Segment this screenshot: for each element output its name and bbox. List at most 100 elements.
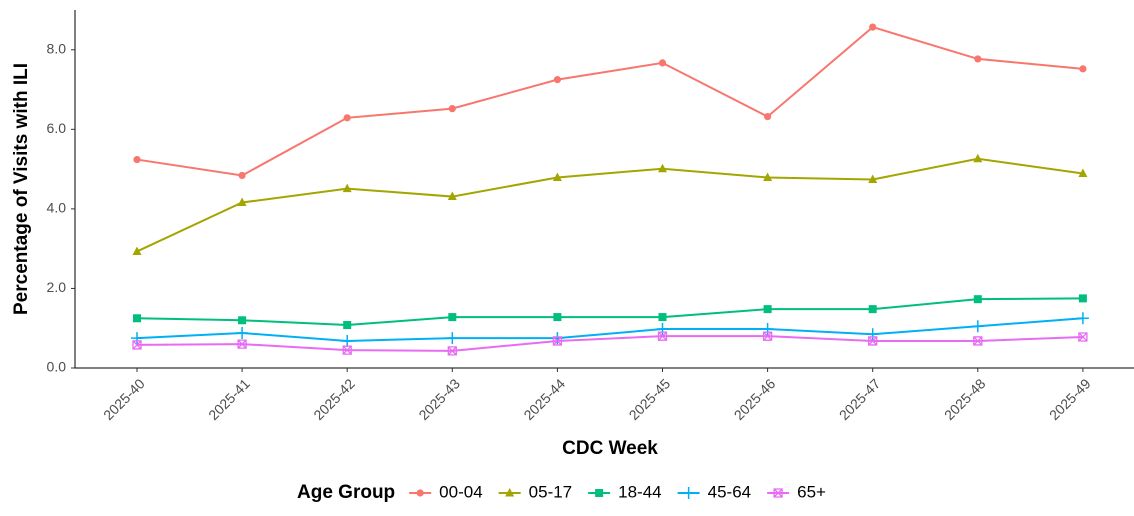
y-tick-label: 4.0 — [47, 200, 67, 216]
marker — [553, 76, 562, 84]
marker-shape — [658, 163, 667, 173]
marker — [416, 489, 424, 497]
marker-shape — [868, 305, 877, 314]
marker — [447, 191, 457, 201]
marker — [552, 336, 563, 346]
marker-shape — [869, 23, 877, 31]
marker — [448, 313, 457, 322]
marker-shape — [1078, 332, 1088, 342]
x-axis-title: CDC Week — [562, 438, 658, 459]
marker-shape — [973, 153, 983, 163]
marker-shape — [237, 339, 247, 349]
marker — [132, 246, 142, 255]
marker — [971, 320, 984, 333]
marker — [343, 114, 351, 122]
marker — [552, 172, 562, 181]
marker-shape — [342, 183, 352, 193]
marker-shape — [761, 323, 774, 336]
marker-shape — [447, 191, 457, 201]
marker — [1079, 65, 1087, 73]
series-line — [136, 157, 1084, 253]
marker — [656, 323, 669, 336]
marker — [869, 23, 877, 31]
marker — [1078, 294, 1087, 303]
marker — [657, 331, 668, 341]
marker-shape — [343, 321, 352, 330]
legend-text: 00-04 — [439, 482, 482, 501]
marker — [763, 172, 773, 181]
marker-shape — [238, 171, 246, 180]
marker — [868, 336, 878, 346]
marker — [1078, 168, 1088, 177]
marker — [973, 336, 983, 346]
marker — [553, 313, 562, 322]
x-tick-label: 2025-49 — [1046, 375, 1094, 423]
marker — [973, 295, 982, 304]
marker — [505, 488, 515, 497]
legend-text: 18-44 — [618, 482, 661, 501]
marker-shape — [1076, 312, 1089, 325]
marker-shape — [764, 113, 772, 121]
y-tick-label: 0.0 — [47, 359, 67, 375]
marker — [764, 113, 772, 121]
marker-shape — [447, 346, 457, 356]
marker-shape — [762, 331, 773, 341]
marker — [132, 340, 142, 350]
y-tick-label: 8.0 — [47, 40, 67, 56]
marker-shape — [343, 114, 351, 122]
x-tick-label: 2025-48 — [941, 375, 989, 423]
marker-shape — [238, 316, 247, 325]
marker-shape — [973, 336, 983, 346]
marker-shape — [236, 326, 249, 339]
marker — [448, 105, 456, 113]
series-line — [136, 335, 1083, 352]
marker-shape — [553, 313, 562, 322]
marker-shape — [866, 328, 879, 341]
marker-shape — [552, 336, 563, 346]
marker — [238, 316, 247, 325]
marker — [973, 153, 983, 163]
marker — [763, 305, 772, 314]
y-axis-title: Percentage of Visits with ILI — [11, 63, 32, 315]
x-tick-label: 2025-40 — [100, 375, 148, 423]
x-tick-label: 2025-41 — [205, 375, 253, 423]
marker-shape — [133, 314, 141, 323]
marker-shape — [1079, 65, 1087, 73]
marker — [236, 326, 249, 339]
marker-shape — [971, 320, 984, 333]
marker — [342, 345, 352, 355]
marker-shape — [446, 332, 459, 345]
marker — [974, 55, 982, 63]
marker-shape — [237, 197, 247, 207]
x-tick-label: 2025-42 — [310, 375, 358, 423]
marker-shape — [448, 313, 457, 322]
legend-text: 65+ — [797, 482, 826, 501]
marker — [658, 313, 667, 322]
x-tick-label: 2025-43 — [415, 375, 463, 423]
marker — [761, 323, 774, 336]
marker-shape — [553, 76, 562, 84]
marker-shape — [132, 340, 142, 350]
marker-shape — [342, 345, 352, 355]
marker-shape — [868, 174, 878, 183]
marker — [762, 331, 773, 341]
marker-shape — [773, 488, 783, 498]
marker-shape — [657, 331, 668, 341]
marker — [595, 489, 604, 497]
marker-shape — [658, 313, 667, 322]
marker-shape — [1078, 168, 1088, 177]
marker-shape — [132, 246, 142, 255]
y-tick-label: 2.0 — [47, 279, 67, 295]
series-line — [136, 297, 1083, 327]
marker — [133, 155, 141, 164]
marker — [682, 487, 695, 499]
marker — [341, 334, 354, 347]
marker-shape — [131, 332, 143, 345]
marker-shape — [868, 336, 878, 346]
marker-shape — [763, 305, 772, 314]
marker — [1078, 332, 1088, 342]
marker-shape — [973, 295, 982, 304]
x-tick-label: 2025-46 — [731, 375, 779, 423]
marker-shape — [763, 172, 773, 181]
marker-shape — [682, 487, 695, 499]
